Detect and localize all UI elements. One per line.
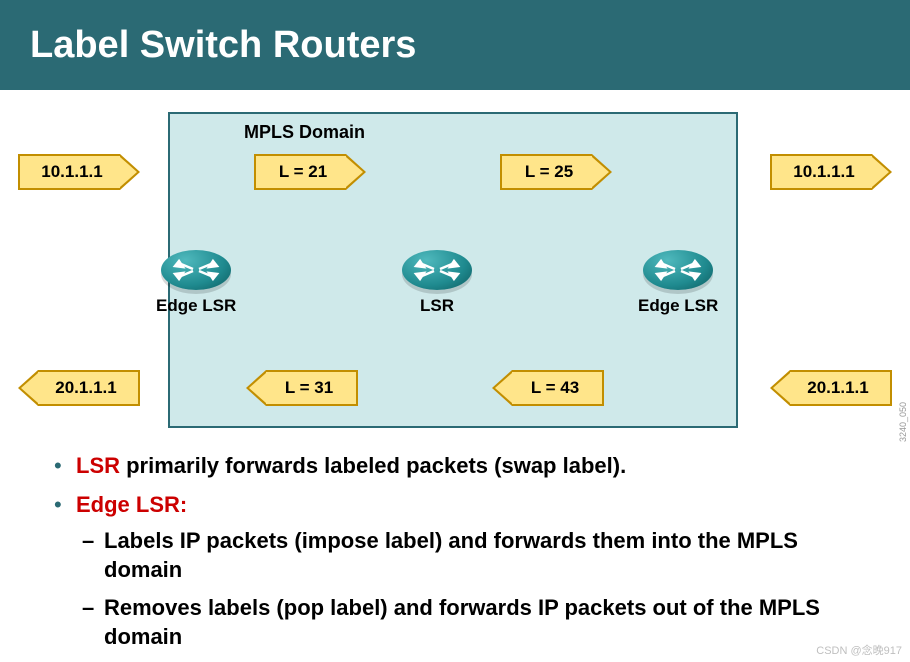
bullet-item: LSR primarily forwards labeled packets (…	[50, 452, 870, 481]
packet-pkt-l31: L = 31	[246, 370, 358, 406]
packet-pkt-l25: L = 25	[500, 154, 612, 190]
diagram-area: MPLS Domain 10.1.1.1 L = 21 L = 25 10.1.1.1…	[0, 90, 910, 440]
packet-pkt-out-top-right: 10.1.1.1	[770, 154, 892, 190]
router-label: Edge LSR	[156, 296, 236, 316]
router-label: LSR	[420, 296, 454, 316]
watermark: CSDN @念晚917	[816, 642, 902, 658]
packet-pkt-out-bot-right: 20.1.1.1	[770, 370, 892, 406]
router-lsr-center: LSR	[402, 250, 472, 316]
packet-label: L = 31	[266, 370, 358, 406]
packet-pkt-out-bot-left: 20.1.1.1	[18, 370, 140, 406]
router-icon	[402, 250, 472, 290]
router-arrows-icon	[643, 250, 713, 290]
packet-pkt-out-top-left: 10.1.1.1	[18, 154, 140, 190]
arrow-left-icon	[246, 370, 266, 406]
sub-bullet-item: Labels IP packets (impose label) and for…	[76, 527, 870, 584]
packet-label: 10.1.1.1	[770, 154, 872, 190]
packet-label: 20.1.1.1	[38, 370, 140, 406]
router-label: Edge LSR	[638, 296, 718, 316]
router-edge-lsr-right: Edge LSR	[638, 250, 718, 316]
slide: Label Switch Routers MPLS Domain 10.1.1.…	[0, 0, 910, 662]
bullet-text: primarily forwards labeled packets (swap…	[120, 453, 626, 478]
router-arrows-icon	[402, 250, 472, 290]
packet-label: L = 25	[500, 154, 592, 190]
arrow-right-icon	[346, 154, 366, 190]
sub-bullet-item: Removes labels (pop label) and forwards …	[76, 594, 870, 651]
packet-label: L = 21	[254, 154, 346, 190]
arrow-right-icon	[872, 154, 892, 190]
router-arrows-icon	[161, 250, 231, 290]
sub-bullet-list: Labels IP packets (impose label) and for…	[76, 527, 870, 651]
arrow-left-icon	[492, 370, 512, 406]
bullet-term: LSR	[76, 453, 120, 478]
title-bar: Label Switch Routers	[0, 0, 910, 90]
router-icon	[161, 250, 231, 290]
arrow-right-icon	[120, 154, 140, 190]
slide-title: Label Switch Routers	[30, 24, 416, 67]
bullet-term: Edge LSR:	[76, 492, 187, 517]
packet-label: 20.1.1.1	[790, 370, 892, 406]
packet-pkt-l43: L = 43	[492, 370, 604, 406]
arrow-left-icon	[18, 370, 38, 406]
router-icon	[643, 250, 713, 290]
arrow-left-icon	[770, 370, 790, 406]
bullet-item: Edge LSR: Labels IP packets (impose label…	[50, 491, 870, 652]
side-code: 3240_050	[898, 402, 908, 442]
arrow-right-icon	[592, 154, 612, 190]
bullet-list: LSR primarily forwards labeled packets (…	[50, 452, 870, 662]
packet-label: 10.1.1.1	[18, 154, 120, 190]
packet-pkt-l21: L = 21	[254, 154, 366, 190]
router-edge-lsr-left: Edge LSR	[156, 250, 236, 316]
packet-label: L = 43	[512, 370, 604, 406]
mpls-domain-label: MPLS Domain	[244, 122, 365, 143]
